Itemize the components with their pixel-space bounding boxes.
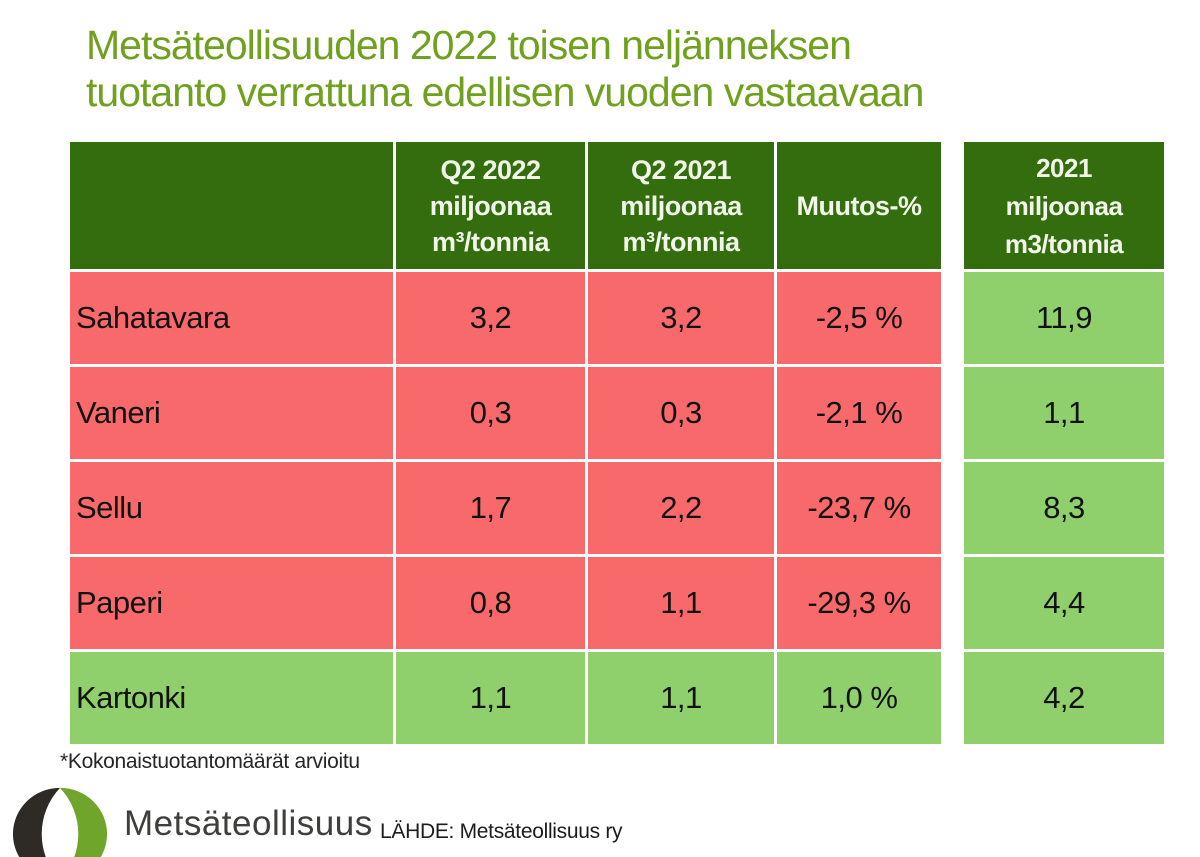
cell-2021-vaneri: 1,1 (964, 367, 1164, 459)
logo-wordmark: Metsäteollisuus (124, 804, 373, 843)
cell-sellu-q2-2021: 2,2 (588, 462, 774, 554)
metsateollisuus-logo-icon (12, 787, 108, 857)
footnote: *Kokonaistuotantomäärät arvioitu (60, 750, 360, 773)
cell-sahatavara-q2-2022: 3,2 (396, 272, 585, 364)
cell-sahatavara-q2-2021: 3,2 (588, 272, 774, 364)
cell-kartonki-q2-2022: 1,1 (396, 652, 585, 744)
cell-paperi-q2-2021: 1,1 (588, 557, 774, 649)
cell-vaneri-q2-2021: 0,3 (588, 367, 774, 459)
row-label-sahatavara: Sahatavara (70, 272, 393, 364)
cell-sellu-q2-2022: 1,7 (396, 462, 585, 554)
source-note: LÄHDE: Metsäteollisuus ry (380, 820, 623, 843)
cell-sellu-change: -23,7 % (777, 462, 941, 554)
cell-2021-sahatavara: 11,9 (964, 272, 1164, 364)
production-table: Q2 2022 miljoonaa m³/tonnia Q2 2021 milj… (70, 142, 941, 744)
page-title: Metsäteollisuuden 2022 toisen neljänneks… (86, 22, 924, 115)
cell-2021-paperi: 4,4 (964, 557, 1164, 649)
row-label-kartonki: Kartonki (70, 652, 393, 744)
cell-paperi-change: -29,3 % (777, 557, 941, 649)
header-cell-2021-total: 2021 miljoonaa m3/tonnia (964, 142, 1164, 269)
header-cell-q2-2022: Q2 2022 miljoonaa m³/tonnia (396, 142, 585, 269)
row-label-vaneri: Vaneri (70, 367, 393, 459)
cell-vaneri-change: -2,1 % (777, 367, 941, 459)
cell-kartonki-change: 1,0 % (777, 652, 941, 744)
cell-paperi-q2-2022: 0,8 (396, 557, 585, 649)
row-label-paperi: Paperi (70, 557, 393, 649)
cell-sahatavara-change: -2,5 % (777, 272, 941, 364)
row-label-sellu: Sellu (70, 462, 393, 554)
full-year-2021-column: 2021 miljoonaa m3/tonnia 11,9 1,1 8,3 4,… (964, 142, 1164, 744)
cell-kartonki-q2-2021: 1,1 (588, 652, 774, 744)
header-cell-empty (70, 142, 393, 269)
header-cell-q2-2021: Q2 2021 miljoonaa m³/tonnia (588, 142, 774, 269)
cell-2021-sellu: 8,3 (964, 462, 1164, 554)
header-cell-change: Muutos-% (777, 142, 941, 269)
cell-vaneri-q2-2022: 0,3 (396, 367, 585, 459)
cell-2021-kartonki: 4,2 (964, 652, 1164, 744)
